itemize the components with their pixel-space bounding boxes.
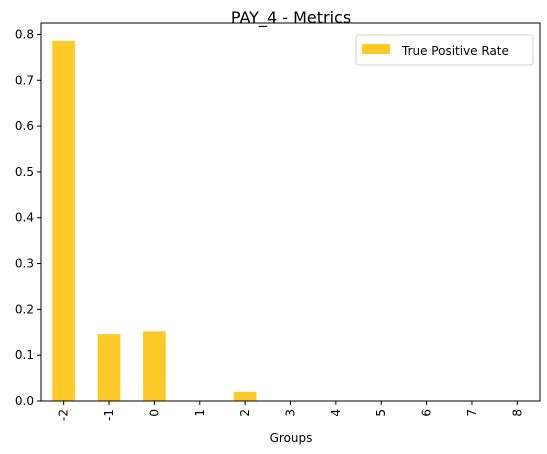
x-tick-label: 5	[374, 409, 388, 417]
legend: True Positive Rate	[355, 34, 534, 66]
x-tick-label: 8	[510, 409, 524, 417]
x-tick-label: -1	[102, 409, 116, 421]
bar-0	[143, 331, 166, 401]
bar-2	[233, 391, 257, 401]
y-tick-label: 0.3	[15, 257, 34, 271]
y-tick-label: 0.0	[15, 394, 34, 408]
y-tick-label: 0.7	[15, 73, 34, 87]
plot-frame	[40, 22, 541, 402]
legend-label: True Positive Rate	[401, 44, 509, 58]
legend-box	[355, 34, 534, 66]
x-tick-label: 4	[329, 409, 343, 417]
x-axis-label: Groups	[270, 431, 313, 445]
y-tick-label: 0.1	[15, 348, 34, 362]
y-axis: 0.0 0.1 0.2 0.3 0.4 0.5 0.6 0.7 0.8	[15, 27, 41, 408]
y-tick-label: 0.4	[15, 211, 34, 225]
x-tick-label: 2	[238, 409, 252, 417]
chart-title: PAY_4 - Metrics	[231, 8, 351, 28]
x-tick-label: 3	[284, 409, 298, 417]
y-tick-label: 0.8	[15, 27, 34, 41]
legend-swatch	[362, 44, 390, 54]
y-tick-label: 0.6	[15, 119, 34, 133]
bars-group	[52, 40, 257, 402]
bar--2	[52, 40, 76, 402]
x-axis: -2 -1 0 1 2 3 4 5 6 7 8	[57, 401, 524, 421]
x-tick-label: 6	[420, 409, 434, 417]
bar--1	[97, 334, 121, 401]
x-tick-label: 1	[193, 409, 207, 417]
x-tick-label: 0	[147, 409, 161, 417]
y-tick-label: 0.5	[15, 165, 34, 179]
x-tick-label: 7	[465, 409, 479, 417]
x-tick-label: -2	[57, 409, 71, 421]
y-tick-label: 0.2	[15, 302, 34, 316]
